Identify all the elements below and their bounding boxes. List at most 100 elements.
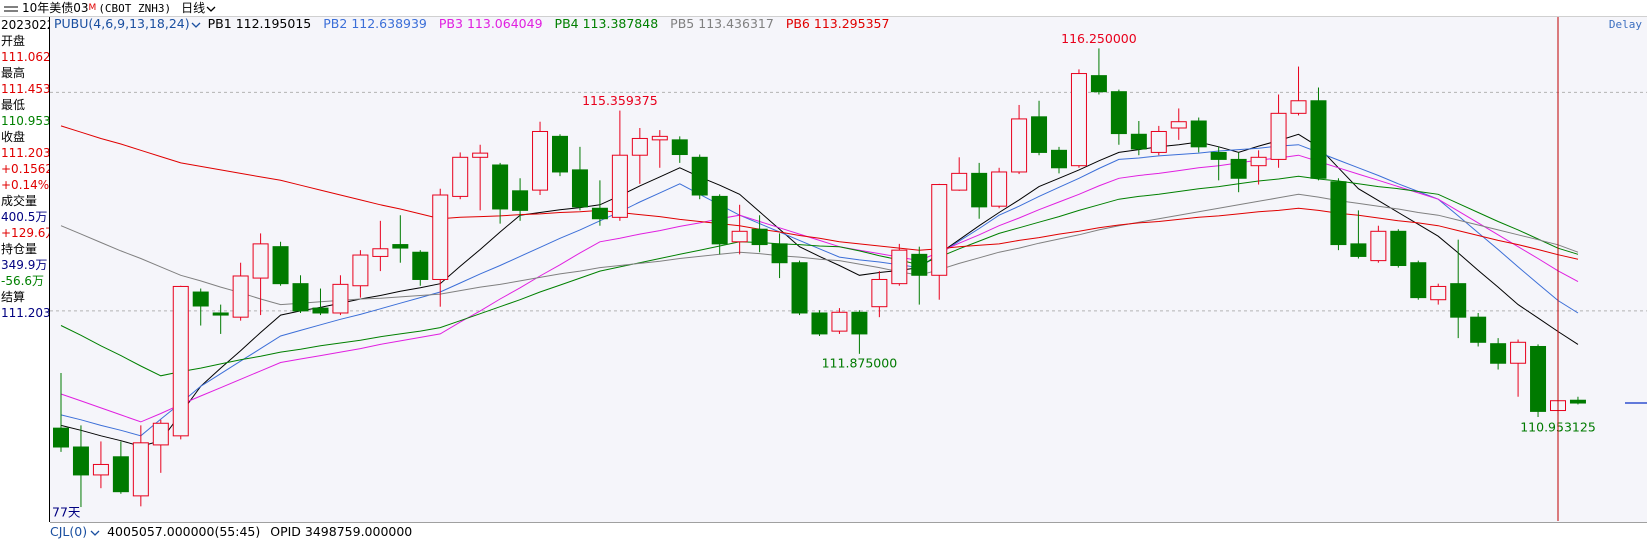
candle-body (591, 207, 608, 220)
period-selector[interactable]: 日线 (181, 1, 206, 15)
candle-body (611, 154, 628, 218)
candle-body (432, 194, 449, 280)
indicator-dropdown-arrow[interactable] (89, 528, 101, 538)
legend-value: 113.387848 (582, 16, 659, 31)
panel-value: 110.953 (1, 114, 50, 128)
candle-body (911, 253, 928, 276)
panel-label: 开盘 (1, 34, 26, 48)
menu-icon[interactable] (2, 2, 22, 16)
candle-body (1250, 156, 1267, 167)
legend-value: 112.195015 (235, 16, 312, 31)
volume-indicator[interactable]: CJL(0) (50, 524, 88, 539)
candle-body (472, 152, 489, 158)
candle-body (951, 172, 968, 191)
candle-body (312, 307, 329, 314)
candle-body (272, 246, 289, 285)
contract-marker: M (88, 3, 97, 13)
panel-value: 400.5万 (1, 210, 48, 224)
candle-body (1510, 341, 1527, 364)
candle-body (1011, 118, 1028, 173)
candle-body (1310, 100, 1327, 179)
legend-value: 113.295357 (813, 16, 890, 31)
candle-body (332, 283, 349, 314)
candle-body (891, 249, 908, 285)
legend-name: PB6 (785, 16, 810, 31)
extreme-label: 115.359375 (582, 93, 658, 108)
panel-date: 20230222 (1, 18, 49, 32)
candle-body (571, 169, 588, 208)
candle-body (1270, 112, 1287, 160)
candle-body (1569, 399, 1586, 404)
bar-count-label: 77天 (52, 505, 81, 520)
candle-body (1470, 316, 1487, 343)
open-interest-value: OPID 3498759.000000 (270, 524, 413, 539)
candle-body (1450, 283, 1467, 318)
legend-value: 113.436317 (698, 16, 774, 31)
candle-body (711, 195, 728, 245)
candle-body (831, 311, 848, 332)
legend-name: PB1 (207, 16, 232, 31)
candle-body (631, 137, 648, 156)
panel-value: 111.203 (1, 306, 50, 320)
panel-label: 最低 (1, 98, 26, 112)
arrow-glyph (191, 22, 201, 28)
candle-body (372, 248, 389, 257)
candle-body (771, 243, 788, 264)
candle-body (651, 135, 668, 141)
panel-label: 持仓量 (1, 242, 38, 256)
candle-body (112, 456, 129, 493)
panel-value: 111.453 (1, 82, 50, 96)
candle-body (931, 184, 948, 276)
candle-body (132, 442, 149, 497)
panel-value: -56.6万 (1, 274, 45, 288)
candle-body (1430, 285, 1447, 301)
candle-body (971, 172, 988, 208)
candle-body (152, 422, 169, 446)
panel-label: 最高 (1, 66, 26, 80)
candle-body (192, 291, 209, 307)
candle-body (1190, 120, 1207, 148)
candle-body (53, 427, 69, 448)
candle-body (212, 312, 229, 316)
candle-body (412, 251, 429, 280)
delay-tag: Delay (1609, 18, 1642, 31)
indicator-dropdown-arrow[interactable] (190, 20, 202, 30)
candle-body (991, 171, 1008, 207)
candle-body (731, 230, 748, 243)
candle-body (1350, 243, 1367, 257)
extreme-label: 111.875000 (822, 355, 898, 370)
legend-name: PB3 (438, 16, 463, 31)
candle-body (1370, 230, 1387, 262)
candle-body (1410, 262, 1427, 299)
panel-value: 111.203 (1, 146, 50, 160)
candle-body (1070, 73, 1087, 167)
period-dropdown-arrow[interactable] (205, 4, 217, 14)
candle-body (512, 190, 529, 211)
indicator-name: PUBU(4,6,9,13,18,24) (54, 16, 190, 31)
candle-body (811, 312, 828, 335)
candle-body (172, 285, 189, 437)
candle-body (1230, 158, 1247, 179)
candle-body (1390, 230, 1407, 267)
candle-body (691, 156, 708, 196)
candle-body (352, 254, 369, 287)
panel-value: 111.062 (1, 50, 50, 64)
candle-body (72, 446, 89, 476)
symbol-code: (CBOT ZNH3) (98, 2, 172, 15)
candle-body (1150, 130, 1167, 153)
candle-body (791, 262, 808, 314)
candle-body (452, 156, 469, 197)
candle-body (1290, 100, 1307, 114)
average-line (60, 175, 1579, 377)
chart: 116.250000115.359375111.875000110.953125… (50, 17, 1647, 522)
candle-body (532, 130, 549, 191)
candle-body (1051, 149, 1067, 169)
candle-body (1090, 75, 1107, 93)
candle-body (1530, 345, 1547, 412)
panel-value: 349.9万 (1, 258, 48, 272)
legend: PUBU(4,6,9,13,18,24) PB1 112.195015 PB2 112.… (54, 16, 901, 32)
panel-label: 收盘 (1, 130, 26, 144)
candle-body (751, 228, 768, 246)
legend-value: 113.064049 (466, 16, 543, 31)
candle-body (1170, 121, 1187, 129)
